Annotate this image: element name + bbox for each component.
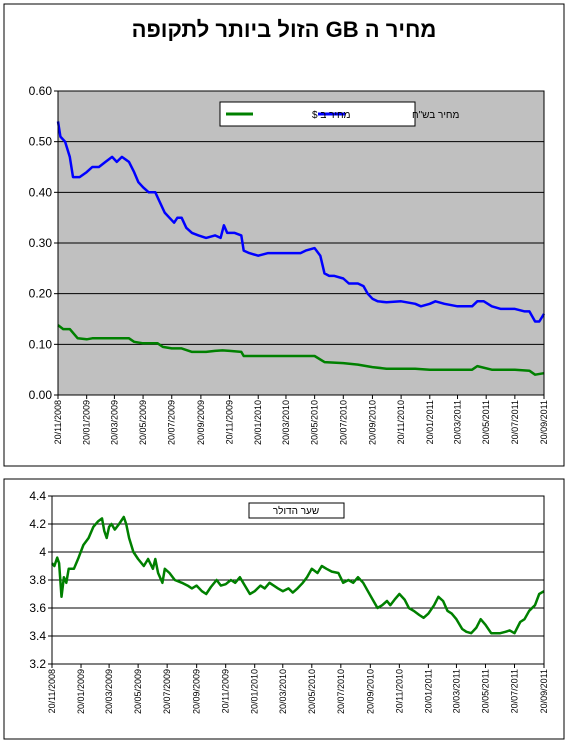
y-tick-label: 4	[39, 545, 46, 559]
x-tick-label: 20/09/2009	[192, 669, 202, 714]
x-tick-label: 20/01/2011	[423, 669, 433, 713]
plot-border	[57, 90, 545, 396]
x-tick-label: 20/07/2011	[509, 669, 519, 713]
x-tick-label: 20/07/2009	[162, 669, 172, 714]
x-tick-label: 20/09/2010	[367, 400, 377, 445]
plot-border	[51, 495, 545, 665]
x-tick-label: 20/09/2011	[539, 400, 549, 444]
chart-1-legend: מחיר בש"ח מחיר ב $	[219, 101, 460, 127]
x-tick-label: 20/05/2011	[480, 669, 490, 713]
y-tick-label: 0.30	[29, 236, 53, 250]
y-tick-label: 0.00	[29, 388, 53, 402]
legend-label-dollar-rate: שער הדולר	[273, 505, 319, 517]
x-tick-label: 20/11/2010	[394, 669, 404, 713]
x-tick-label: 20/11/2008	[47, 669, 57, 713]
chart-2-legend: שער הדולר	[248, 502, 345, 519]
x-tick-label: 20/11/2008	[53, 400, 63, 444]
y-tick-label: 3.2	[29, 657, 46, 671]
y-tick-label: 0.10	[29, 337, 53, 351]
y-tick-label: 3.6	[29, 601, 46, 615]
chart-2-legend-box	[248, 502, 345, 519]
y-tick-label: 4.4	[29, 489, 46, 503]
y-tick-label: 4.2	[29, 517, 46, 531]
x-tick-label: 20/01/2009	[82, 400, 92, 445]
x-tick-label: 20/03/2010	[278, 669, 288, 714]
x-tick-label: 20/07/2011	[510, 400, 520, 444]
x-tick-label: 20/07/2010	[336, 669, 346, 714]
x-tick-label: 20/03/2009	[109, 400, 119, 445]
series-line-0	[51, 515, 545, 635]
y-tick-label: 0.60	[29, 84, 53, 98]
series-line-0	[56, 121, 546, 323]
x-tick-label: 20/07/2009	[167, 400, 177, 445]
y-tick-label: 3.4	[29, 629, 46, 643]
y-tick-label: 3.8	[29, 573, 46, 587]
x-tick-label: 20/03/2009	[104, 669, 114, 714]
x-tick-label: 20/01/2010	[250, 669, 260, 714]
y-tick-label: 0.50	[29, 135, 53, 149]
x-tick-label: 20/11/2009	[221, 669, 231, 713]
chart-2-plot-area: 3.2 3.4 3.6 3.8 4 4.2 4.4 20/11/2008 20/01/2009 2…	[29, 489, 549, 714]
y-tick-label: 0.20	[29, 287, 53, 301]
x-tick-label: 20/01/2010	[253, 400, 263, 445]
x-tick-label: 20/05/2009	[133, 669, 143, 714]
x-tick-label: 20/11/2010	[396, 400, 406, 444]
x-tick-label: 20/05/2010	[307, 669, 317, 714]
x-tick-label: 20/11/2009	[225, 400, 235, 444]
x-tick-label: 20/09/2009	[196, 400, 206, 445]
legend-label-shekel: מחיר בש"ח	[412, 110, 460, 121]
series-line-1	[57, 324, 545, 376]
x-tick-label: 20/07/2010	[338, 400, 348, 445]
x-tick-label: 20/01/2011	[425, 400, 435, 444]
y-tick-label: 0.40	[29, 185, 53, 199]
x-tick-label: 20/09/2010	[365, 669, 375, 714]
x-tick-label: 20/05/2010	[310, 400, 320, 445]
x-tick-label: 20/03/2011	[451, 669, 461, 713]
x-tick-label: 20/03/2011	[453, 400, 463, 444]
x-tick-label: 20/09/2011	[539, 669, 549, 713]
legend-label-dollar: מחיר ב $	[312, 110, 351, 121]
chart-1-title: מחיר ה GB הזול ביותר לתקופה	[132, 17, 437, 42]
x-tick-label: 20/05/2009	[138, 400, 148, 445]
chart-1-plot-area: 0.00 0.10 0.20 0.30 0.40 0.50 0.60 20/11/2008 20…	[29, 84, 549, 445]
x-tick-label: 20/05/2011	[481, 400, 491, 444]
x-tick-label: 20/03/2010	[281, 400, 291, 445]
x-tick-label: 20/01/2009	[76, 669, 86, 714]
